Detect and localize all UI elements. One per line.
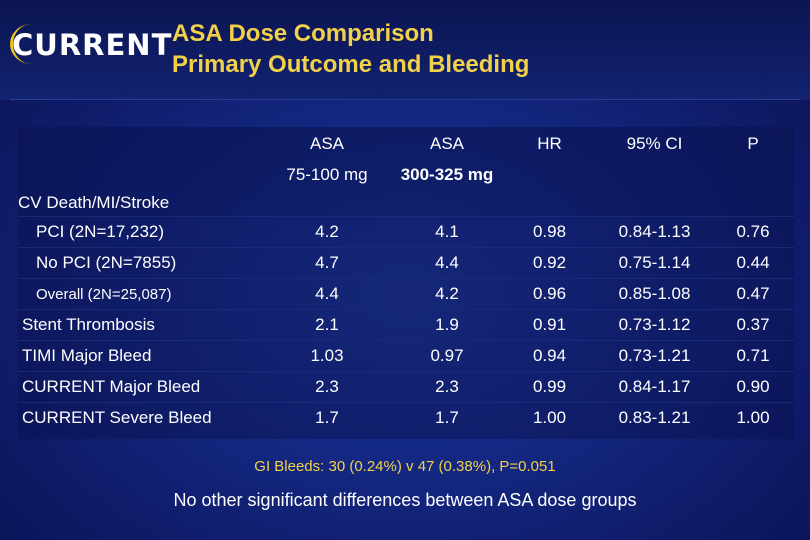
cell-p: 0.37 xyxy=(712,309,794,341)
table-row: PCI (2N=17,232) 4.2 4.1 0.98 0.84-1.13 0… xyxy=(18,216,794,248)
header-asa-high: ASA xyxy=(429,134,465,153)
table-row: Stent Thrombosis 2.1 1.9 0.91 0.73-1.12 … xyxy=(18,309,794,341)
title-line-2: Primary Outcome and Bleeding xyxy=(172,51,530,78)
cell-ci: 0.75-1.14 xyxy=(597,247,712,279)
current-logo: CURRENT xyxy=(12,28,173,62)
cell-p: 0.76 xyxy=(712,216,794,248)
section-row: CV Death/MI/Stroke xyxy=(18,189,794,217)
cell-ci: 0.73-1.12 xyxy=(597,309,712,341)
row-label: No PCI (2N=7855) xyxy=(18,247,262,279)
cell-p: 0.71 xyxy=(712,340,794,372)
header-band xyxy=(0,0,810,100)
table-row: CURRENT Major Bleed 2.3 2.3 0.99 0.84-1.… xyxy=(18,371,794,403)
header-blank xyxy=(18,127,262,161)
row-label: CURRENT Severe Bleed xyxy=(18,402,262,433)
cell-asa-low: 4.4 xyxy=(262,278,392,310)
section-label: CV Death/MI/Stroke xyxy=(18,192,170,212)
header-blank-2 xyxy=(18,161,262,189)
dose-comparison-table: ASA ASA HR 95% CI P 75-100 mg 300-325 mg… xyxy=(18,127,794,433)
header-blank-5 xyxy=(712,161,794,189)
cell-ci: 0.83-1.21 xyxy=(597,402,712,433)
row-label: CURRENT Major Bleed xyxy=(18,371,262,403)
row-label: Overall (2N=25,087) xyxy=(18,278,262,310)
cell-ci: 0.84-1.17 xyxy=(597,371,712,403)
cell-asa-high: 0.97 xyxy=(392,340,502,372)
cell-asa-low: 4.2 xyxy=(262,216,392,248)
cell-p: 0.44 xyxy=(712,247,794,279)
header-asa-low-dose: 75-100 mg xyxy=(286,165,368,184)
table-row: TIMI Major Bleed 1.03 0.97 0.94 0.73-1.2… xyxy=(18,340,794,372)
summary-note: No other significant differences between… xyxy=(173,490,637,510)
header-blank-4 xyxy=(597,161,712,189)
cell-asa-high: 4.2 xyxy=(392,278,502,310)
table-header-band xyxy=(18,127,794,216)
table-row: No PCI (2N=7855) 4.7 4.4 0.92 0.75-1.14 … xyxy=(18,247,794,279)
logo-swoosh xyxy=(10,24,53,64)
cell-asa-low: 1.7 xyxy=(262,402,392,433)
header-hr: HR xyxy=(537,134,562,153)
cell-hr: 0.92 xyxy=(502,247,597,279)
cell-hr: 0.94 xyxy=(502,340,597,372)
header-ci: 95% CI xyxy=(626,134,683,153)
cell-asa-low: 2.1 xyxy=(262,309,392,341)
table-row: CURRENT Severe Bleed 1.7 1.7 1.00 0.83-1… xyxy=(18,402,794,433)
cell-asa-high: 4.4 xyxy=(392,247,502,279)
header-row-1: ASA ASA HR 95% CI P xyxy=(18,127,794,161)
cell-hr: 0.96 xyxy=(502,278,597,310)
cell-ci: 0.73-1.21 xyxy=(597,340,712,372)
row-label: PCI (2N=17,232) xyxy=(18,216,262,248)
cell-asa-low: 1.03 xyxy=(262,340,392,372)
slide-title: ASA Dose Comparison Primary Outcome and … xyxy=(172,18,529,80)
header-row-2: 75-100 mg 300-325 mg xyxy=(18,161,794,189)
row-label: TIMI Major Bleed xyxy=(18,340,262,372)
cell-asa-low: 2.3 xyxy=(262,371,392,403)
cell-ci: 0.84-1.13 xyxy=(597,216,712,248)
header-asa-low: ASA xyxy=(309,134,345,153)
cell-hr: 0.99 xyxy=(502,371,597,403)
cell-asa-high: 2.3 xyxy=(392,371,502,403)
gi-bleeds-footnote: GI Bleeds: 30 (0.24%) v 47 (0.38%), P=0.… xyxy=(254,458,556,475)
cell-asa-high: 1.9 xyxy=(392,309,502,341)
cell-hr: 0.91 xyxy=(502,309,597,341)
row-label: Stent Thrombosis xyxy=(18,309,262,341)
cell-asa-high: 4.1 xyxy=(392,216,502,248)
cell-asa-high: 1.7 xyxy=(392,402,502,433)
cell-hr: 1.00 xyxy=(502,402,597,433)
cell-asa-low: 4.7 xyxy=(262,247,392,279)
cell-ci: 0.85-1.08 xyxy=(597,278,712,310)
header-blank-3 xyxy=(502,161,597,189)
cell-p: 1.00 xyxy=(712,402,794,433)
cell-hr: 0.98 xyxy=(502,216,597,248)
table-row: Overall (2N=25,087) 4.4 4.2 0.96 0.85-1.… xyxy=(18,278,794,310)
cell-p: 0.47 xyxy=(712,278,794,310)
header-p: P xyxy=(747,134,759,153)
cell-p: 0.90 xyxy=(712,371,794,403)
header-divider xyxy=(10,99,800,100)
title-line-1: ASA Dose Comparison xyxy=(172,20,434,47)
header-asa-high-dose: 300-325 mg xyxy=(400,165,494,184)
